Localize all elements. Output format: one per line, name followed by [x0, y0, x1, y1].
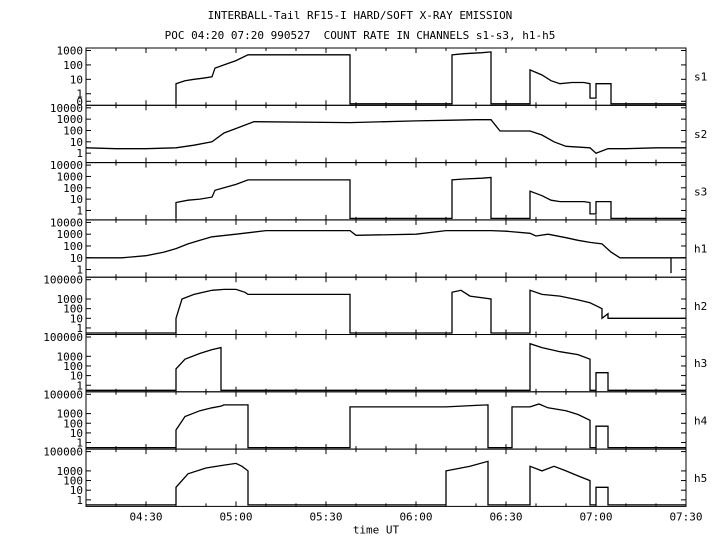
y-tick-label-h2: 100000: [43, 274, 83, 287]
y-tick-label-s2: 10000: [50, 102, 83, 115]
y-tick-label-h1: 1: [76, 264, 83, 277]
series-line-s2: [85, 119, 686, 154]
y-tick-label-h2: 1: [76, 322, 83, 335]
y-tick-label-h4: 10: [70, 427, 83, 440]
y-tick-label-h3: 1000: [57, 350, 84, 363]
series-line-h3: [86, 342, 686, 391]
y-tick-label-s2: 1: [76, 147, 83, 160]
y-tick-label-s2: 1000: [57, 113, 84, 126]
series-line-h5: [86, 460, 686, 506]
y-tick-label-h1: 1000: [57, 228, 84, 241]
y-tick-label-h2: 10: [70, 312, 83, 325]
y-tick-label-h1: 100: [63, 240, 83, 253]
y-tick-label-s1: 10: [70, 73, 83, 86]
y-tick-label-h4: 1: [76, 437, 83, 450]
x-axis-label: time UT: [353, 523, 400, 536]
panel-frame-s2: [85, 104, 687, 164]
y-tick-label-h5: 100: [63, 475, 83, 488]
x-tick-label: 06:30: [489, 510, 522, 523]
y-tick-label-s2: 100: [63, 124, 83, 137]
x-tick-label: 04:30: [129, 510, 162, 523]
series-label-s3: s3: [694, 185, 707, 198]
x-tick-label: 06:00: [399, 510, 432, 523]
series-label-h1: h1: [694, 243, 707, 256]
series-line-h2: [86, 288, 686, 334]
series-label-h4: h4: [694, 414, 708, 427]
y-tick-label-s3: 1: [76, 204, 83, 217]
y-tick-label-h5: 1000: [57, 465, 84, 478]
y-tick-label-s1: 100: [63, 59, 83, 72]
y-tick-label-s1: 0: [76, 95, 83, 108]
y-tick-label-h5: 1: [76, 494, 83, 507]
y-tick-label-h4: 100000: [43, 388, 83, 401]
y-tick-label-h2: 1000: [57, 293, 84, 306]
y-tick-label-s1: 1: [76, 88, 83, 101]
series-line-s3: [175, 176, 686, 220]
series-label-s2: s2: [694, 128, 707, 141]
series-label-h2: h2: [694, 300, 707, 313]
series-line-h1: [86, 229, 686, 274]
y-tick-label-s3: 10: [70, 193, 83, 206]
y-tick-label-h2: 100: [63, 303, 83, 316]
chart-subtitle: POC 04:20 07:20 990527 COUNT RATE IN CHA…: [164, 29, 556, 42]
x-tick-label: 07:30: [669, 510, 702, 523]
y-tick-label-h5: 10: [70, 484, 83, 497]
series-label-h5: h5: [694, 472, 707, 485]
series-label-s1: s1: [694, 71, 707, 84]
y-tick-label-s1: 1000: [57, 45, 84, 58]
y-tick-label-h5: 100000: [43, 446, 83, 459]
series-label-h3: h3: [694, 357, 707, 370]
x-tick-label: 05:00: [219, 510, 252, 523]
y-tick-label-s3: 100: [63, 182, 83, 195]
y-tick-label-s2: 10: [70, 136, 83, 149]
y-tick-label-h4: 1000: [57, 408, 84, 421]
series-line-s1: [175, 51, 686, 105]
x-tick-label: 07:00: [579, 510, 612, 523]
y-tick-label-h3: 1: [76, 379, 83, 392]
x-tick-label: 05:30: [309, 510, 342, 523]
chart-title: INTERBALL-Tail RF15-I HARD/SOFT X-RAY EM…: [207, 9, 513, 22]
y-tick-label-h3: 10: [70, 370, 83, 383]
y-tick-label-h3: 100000: [43, 331, 83, 344]
y-tick-label-s3: 1000: [57, 170, 84, 183]
y-tick-label-h3: 100: [63, 360, 83, 373]
y-tick-label-h4: 100: [63, 417, 83, 430]
series-line-h4: [86, 403, 686, 449]
y-tick-label-s3: 10000: [50, 159, 83, 172]
y-tick-label-h1: 10: [70, 252, 83, 265]
y-tick-label-h1: 10000: [50, 216, 83, 229]
